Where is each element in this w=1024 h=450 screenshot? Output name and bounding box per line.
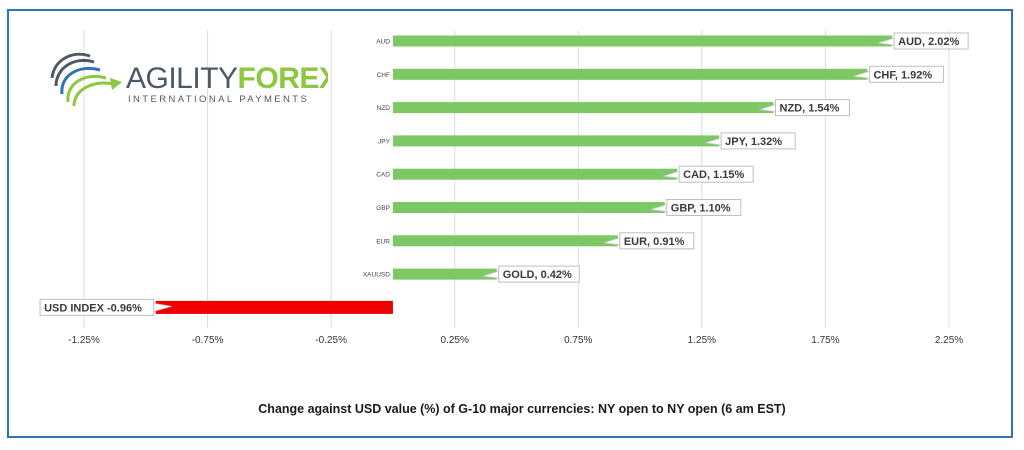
category-label: JPY bbox=[378, 138, 391, 145]
data-label-box bbox=[775, 99, 851, 117]
bar bbox=[392, 35, 893, 47]
bar bbox=[392, 268, 497, 280]
x-tick-label: 1.25% bbox=[688, 335, 716, 346]
data-label-box bbox=[720, 132, 796, 150]
data-label-box bbox=[868, 65, 944, 83]
category-label: GBP bbox=[376, 205, 390, 212]
category-label: AUD bbox=[376, 39, 390, 46]
x-tick-label: 2.25% bbox=[935, 335, 963, 346]
data-label: AUD, 2.02% bbox=[898, 36, 959, 48]
chart-caption: Change against USD value (%) of G-10 maj… bbox=[258, 402, 786, 416]
data-label-box bbox=[39, 298, 155, 316]
data-label: USD INDEX -0.96% bbox=[44, 302, 142, 314]
category-label: XAUUSD bbox=[363, 272, 390, 279]
x-tick-label: 1.75% bbox=[811, 335, 839, 346]
bar bbox=[392, 168, 678, 180]
x-tick-label: -1.25% bbox=[68, 335, 100, 346]
data-label-box bbox=[498, 265, 580, 283]
logo-tagline: INTERNATIONAL PAYMENTS bbox=[128, 94, 309, 105]
x-tick-label: 0.75% bbox=[564, 335, 592, 346]
x-tick-label: -0.75% bbox=[192, 335, 224, 346]
bar bbox=[155, 300, 393, 314]
data-label-box bbox=[666, 199, 742, 216]
bar bbox=[392, 202, 665, 213]
data-label: GOLD, 0.42% bbox=[503, 269, 572, 281]
category-label: NZD bbox=[377, 105, 391, 112]
data-label: CAD, 1.15% bbox=[683, 169, 744, 181]
bar bbox=[392, 235, 618, 247]
data-label-box bbox=[619, 232, 695, 250]
data-label-box bbox=[893, 32, 969, 50]
svg-text:AGILITYFOREX: AGILITYFOREX bbox=[126, 62, 328, 95]
swirl-icon bbox=[50, 52, 122, 107]
data-label: CHF, 1.92% bbox=[873, 69, 932, 81]
bar bbox=[392, 135, 720, 147]
bar bbox=[392, 102, 774, 114]
data-label: JPY, 1.32% bbox=[725, 136, 782, 148]
chart-frame bbox=[7, 9, 1013, 438]
category-label: CHF bbox=[377, 72, 390, 79]
x-tick-label: 0.25% bbox=[441, 335, 469, 346]
logo-text-forex: FOREX bbox=[238, 62, 328, 95]
data-label: GBP, 1.10% bbox=[671, 203, 731, 215]
bar bbox=[392, 68, 868, 80]
category-label: CAD bbox=[376, 172, 390, 179]
x-tick-label: -0.25% bbox=[315, 335, 347, 346]
data-label-box bbox=[678, 165, 754, 183]
category-label: EUR bbox=[376, 238, 390, 245]
data-label: EUR, 0.91% bbox=[624, 236, 685, 248]
logo-text-agility: AGILITY bbox=[126, 62, 238, 95]
data-label: NZD, 1.54% bbox=[780, 103, 840, 115]
agilityforex-logo: AGILITYFOREX INTERNATIONAL PAYMENTS bbox=[50, 52, 328, 107]
